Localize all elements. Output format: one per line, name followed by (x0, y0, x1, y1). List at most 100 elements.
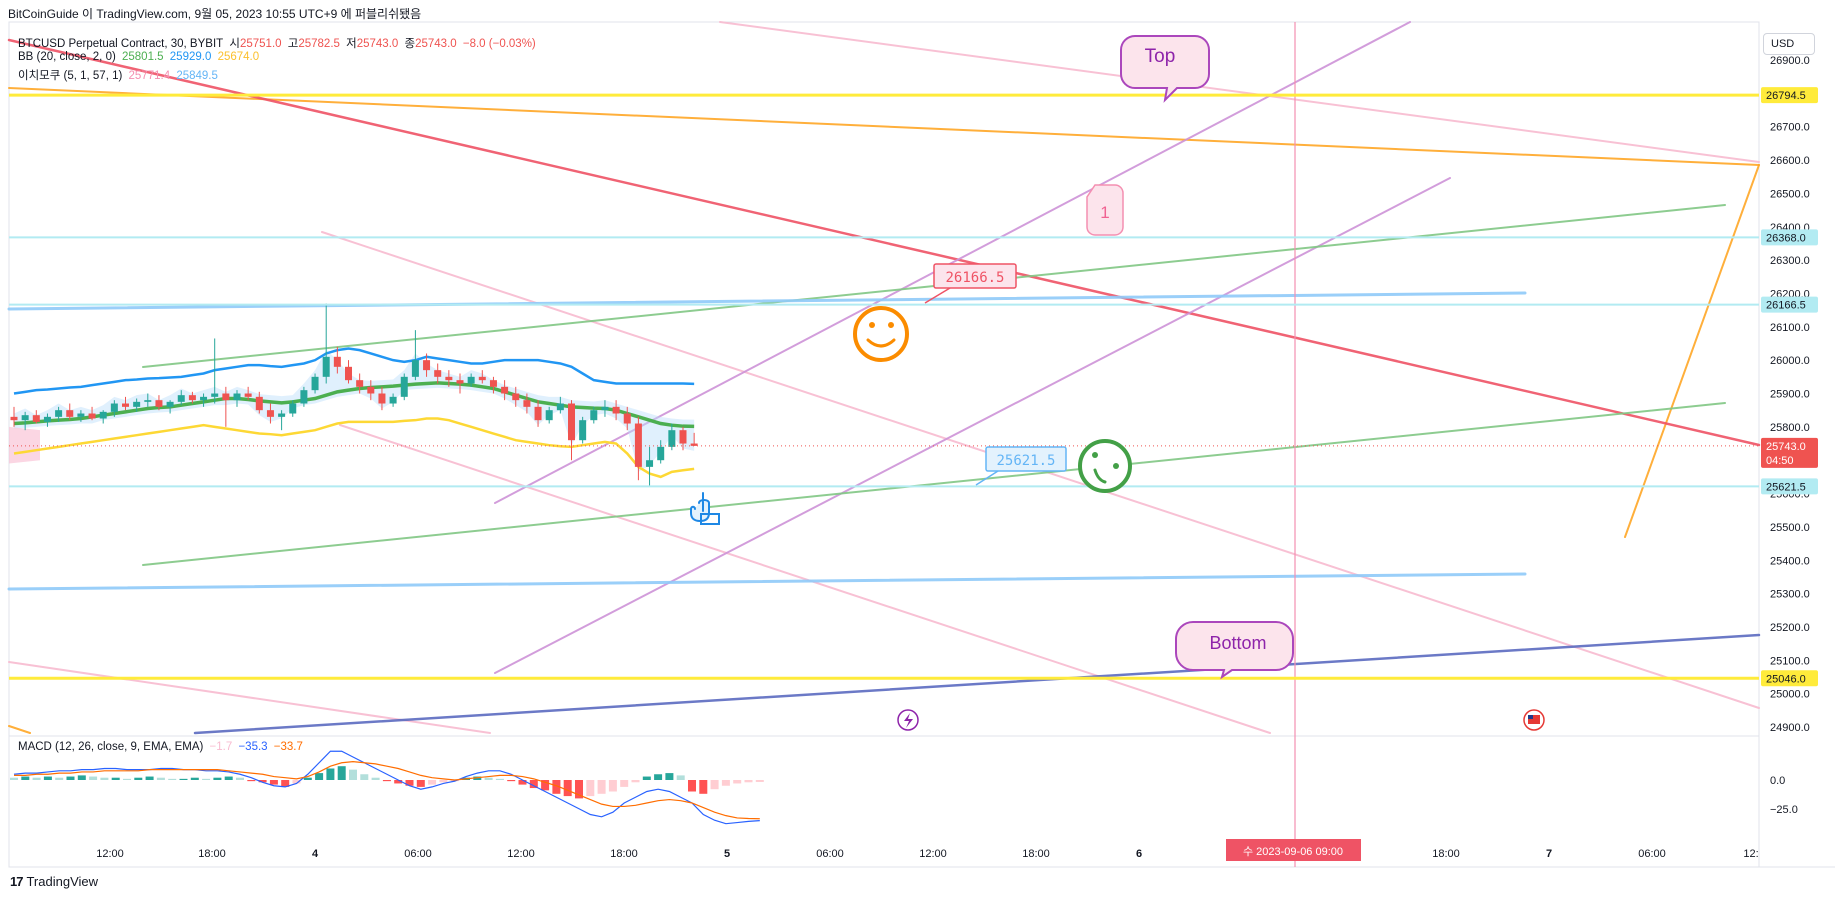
low-label: 저 (346, 38, 357, 50)
candle-body (623, 413, 631, 424)
macd-histogram-bar (552, 780, 561, 794)
close-label: 종 (404, 38, 416, 50)
candle-body (66, 410, 74, 417)
macd-signal-line (14, 760, 760, 820)
candle-body (411, 360, 419, 377)
candle-body (534, 406, 542, 421)
candle-body (278, 413, 286, 417)
symbol-legend[interactable]: BTCUSD Perpetual Contract, 30, BYBIT 시25… (18, 35, 539, 51)
time-axis[interactable]: 12:00 18:00 4 06:00 12:00 18:00 5 06:00 12:00 18:… (96, 839, 1759, 861)
macd-histogram-bar (349, 769, 357, 780)
bb-upper-value: 25929.0 (169, 51, 212, 63)
macd-histogram-bar (156, 777, 165, 780)
macd-hist-value: −1.7 (209, 741, 233, 753)
ichimoku-label[interactable]: 이치모쿠 (5, 1, 57, 1) (18, 70, 123, 82)
macd-histogram-bar (213, 777, 222, 780)
macd-histogram-bar (428, 780, 437, 785)
macd-histogram-bar (665, 773, 674, 780)
macd-histogram-bar (145, 776, 154, 780)
price-label-bg (1761, 437, 1818, 468)
price-callout-1-box (933, 263, 1017, 289)
price-tick-label: 26700.0 (1770, 122, 1810, 134)
lightning-bolt (904, 713, 913, 728)
price-axis[interactable]: 26900.026800.026700.026600.026500.026400… (1761, 55, 1818, 816)
macd-histogram-bar (269, 780, 278, 785)
countdown-label: 04:50 (1766, 455, 1794, 467)
annotation-layer[interactable]: Top Bottom 1 26166.5 25621.5 (690, 35, 1545, 731)
macd-histogram-bar (518, 780, 527, 785)
symbol-name[interactable]: BTCUSD Perpetual Contract, 30, BYBIT (18, 38, 224, 50)
candle-body (601, 406, 609, 411)
price-tick-label: 25400.0 (1770, 555, 1810, 567)
smiley-eye-left (869, 322, 875, 328)
change-value: −8.0 (−0.03%) (462, 38, 536, 50)
candle-body (322, 356, 330, 377)
macd-histogram-bar (416, 780, 425, 787)
time-tick-label: 18:00 (1022, 848, 1050, 860)
low-value: 25743.0 (356, 38, 399, 50)
price-tick-label: 24900.0 (1770, 722, 1810, 734)
ichimoku-legend[interactable]: 이치모쿠 (5, 1, 57, 1) 25771.4 25849.5 (18, 67, 221, 83)
macd-histogram-bar (563, 780, 572, 797)
macd-histogram-bar (744, 780, 753, 783)
macd-line (13, 750, 760, 825)
macd-histogram-bar (303, 777, 312, 780)
price-tick-label: 26600.0 (1770, 155, 1810, 167)
macd-histogram-bar (710, 780, 719, 790)
macd-histogram-bar (575, 780, 583, 799)
close-value: 25743.0 (415, 38, 457, 50)
confused-eye-left (1092, 452, 1098, 458)
macd-histogram-bar (66, 776, 75, 780)
macd-signal-value: −33.7 (273, 741, 303, 753)
macd-histogram-bar (134, 777, 143, 780)
candle-body (255, 396, 263, 411)
macd-pane (10, 750, 764, 825)
time-tick-label: 12:00 (507, 848, 535, 860)
macd-legend[interactable]: MACD (12, 26, close, 9, EMA, EMA) −1.7 −… (18, 741, 306, 753)
candle-body (378, 393, 386, 404)
time-tick-label: 06:00 (404, 848, 432, 860)
time-tick-label: 06:00 (816, 848, 844, 860)
macd-histogram-bar (179, 778, 188, 780)
macd-histogram-bar (631, 780, 640, 783)
macd-histogram-bar (439, 780, 448, 783)
candlestick-series[interactable] (10, 303, 698, 487)
macd-histogram-bar (168, 778, 177, 780)
macd-histogram-bar (586, 780, 595, 797)
green-channel-lower (142, 402, 1726, 566)
candle-body (456, 380, 464, 384)
price-tick-label: 26100.0 (1770, 322, 1810, 334)
price-tick-label: 25100.0 (1770, 655, 1810, 667)
price-label: 26368.0 (1766, 232, 1806, 244)
horizontal-levels[interactable] (9, 93, 1759, 680)
candle-body (10, 416, 18, 421)
candle-body (211, 393, 219, 397)
number-callout-text: 1 (1100, 203, 1109, 222)
price-tick-label: 25800.0 (1770, 422, 1810, 434)
macd-histogram-bar (337, 766, 346, 780)
macd-histogram-bar (247, 780, 256, 782)
candle-body (133, 401, 141, 407)
tradingview-logo[interactable]: 17 TradingView (10, 874, 98, 889)
macd-label[interactable]: MACD (12, 26, close, 9, EMA, EMA) (18, 741, 204, 753)
candle-body (512, 393, 520, 401)
macd-histogram-bar (529, 780, 538, 789)
macd-histogram-bar (21, 776, 30, 780)
candle-body (155, 400, 163, 407)
price-label-bg (1761, 296, 1818, 313)
price-label: 26794.5 (1766, 90, 1806, 102)
navy-trendline (193, 633, 1761, 735)
candle-body (590, 410, 598, 421)
candle-body (467, 376, 475, 384)
macd-histogram-bar (733, 780, 742, 784)
bb-legend[interactable]: BB (20, close, 2, 0) 25801.5 25929.0 256… (18, 51, 262, 63)
currency-button[interactable]: USD (1763, 33, 1815, 55)
candle-body (200, 396, 208, 401)
price-label: 26166.5 (1766, 300, 1806, 312)
time-tick-label: 12:00 (96, 848, 124, 860)
macd-histogram-bar (642, 776, 651, 780)
bb-label[interactable]: BB (20, close, 2, 0) (18, 51, 116, 63)
macd-histogram-bar (32, 777, 41, 780)
price-tick-label: 26300.0 (1770, 255, 1810, 267)
